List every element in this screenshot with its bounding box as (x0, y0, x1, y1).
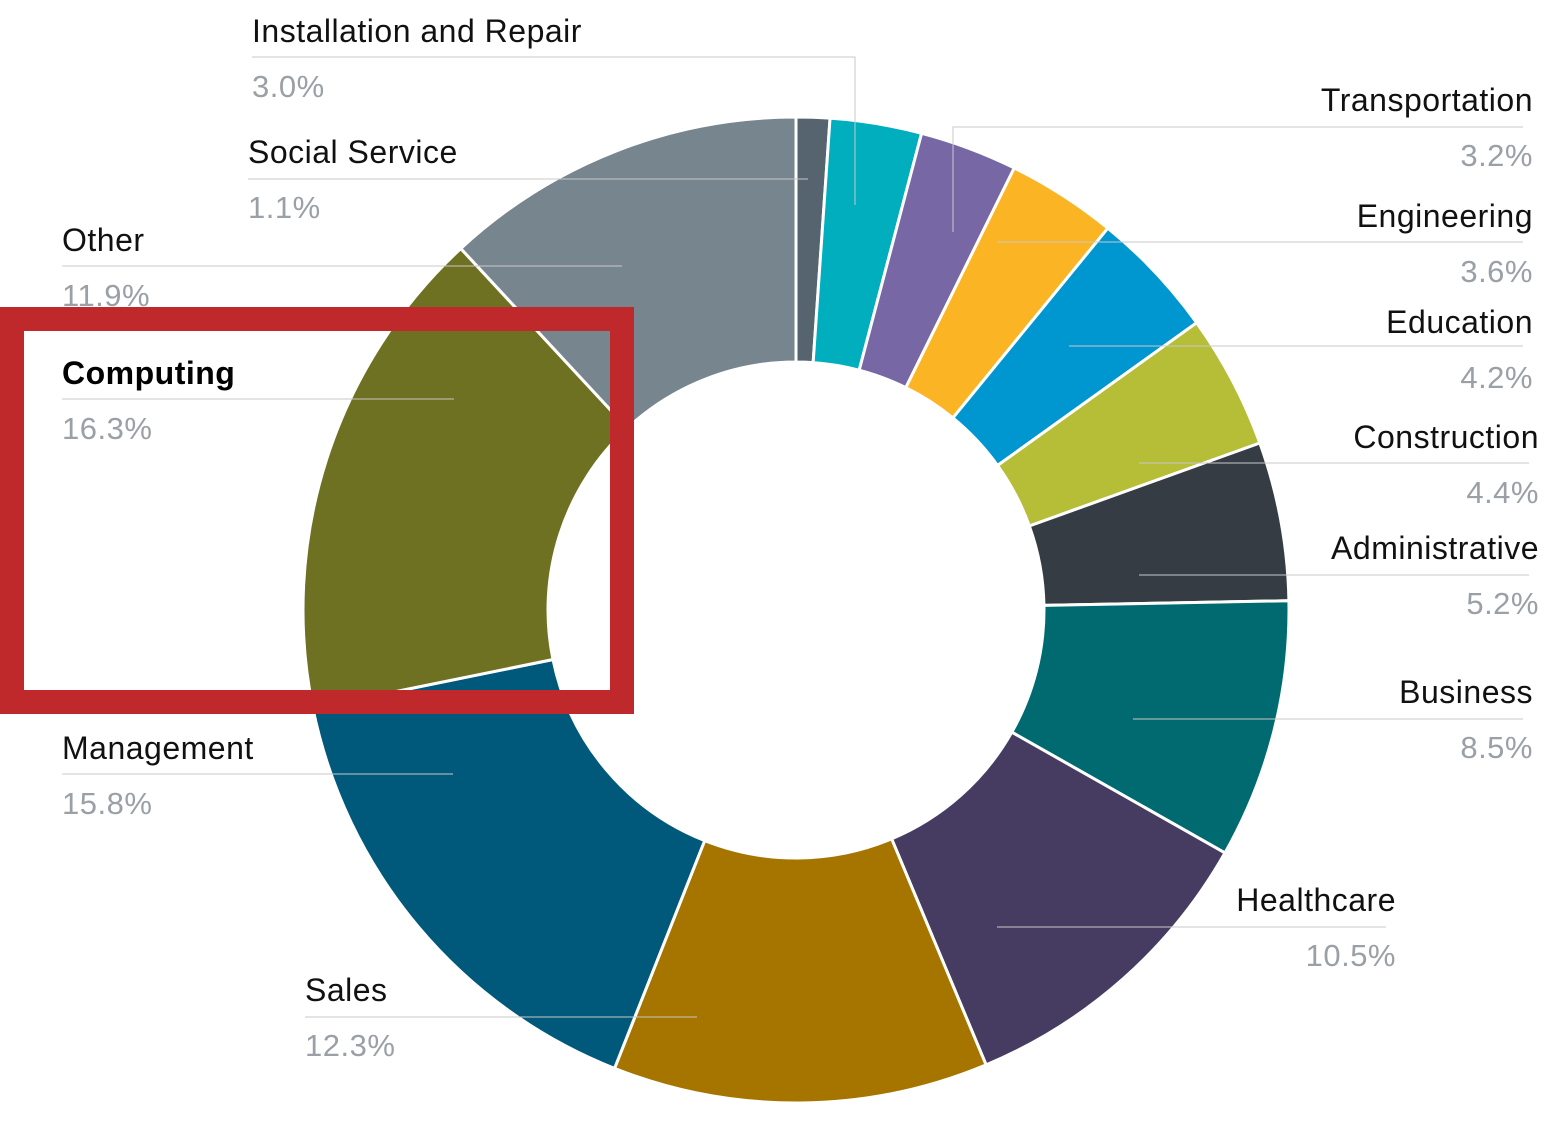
label-installation-and-repair: Installation and Repair (252, 13, 582, 49)
label-computing: Computing (62, 355, 235, 391)
value-administrative: 5.2% (1466, 586, 1539, 621)
value-transportation: 3.2% (1460, 138, 1533, 173)
value-computing: 16.3% (62, 411, 152, 446)
label-education: Education (1386, 304, 1533, 340)
label-healthcare: Healthcare (1236, 882, 1396, 918)
label-transportation: Transportation (1321, 82, 1533, 118)
highlight-box (0, 307, 634, 714)
slice-sales (612, 836, 989, 1105)
slice-management (311, 657, 707, 1071)
value-business: 8.5% (1460, 730, 1533, 765)
value-management: 15.8% (62, 786, 152, 821)
value-social-service: 1.1% (248, 190, 321, 225)
chart-slices (301, 115, 1291, 1105)
label-sales: Sales (305, 972, 388, 1008)
label-engineering: Engineering (1357, 198, 1533, 234)
slice-computing (301, 246, 630, 711)
slice-other (458, 115, 798, 431)
label-administrative: Administrative (1331, 530, 1539, 566)
label-business: Business (1399, 674, 1533, 710)
label-other: Other (62, 222, 145, 258)
value-healthcare: 10.5% (1306, 938, 1396, 973)
label-construction: Construction (1353, 419, 1539, 455)
value-education: 4.2% (1460, 360, 1533, 395)
value-construction: 4.4% (1466, 475, 1539, 510)
value-sales: 12.3% (305, 1028, 395, 1063)
value-installation-and-repair: 3.0% (252, 69, 325, 104)
label-social-service: Social Service (248, 134, 458, 170)
leader-line-installation-and-repair (252, 56, 856, 205)
slice-healthcare (889, 730, 1228, 1067)
value-engineering: 3.6% (1460, 254, 1533, 289)
chart-leader-lines (62, 56, 1529, 1018)
leader-line-transportation (952, 126, 1523, 232)
label-management: Management (62, 730, 254, 766)
